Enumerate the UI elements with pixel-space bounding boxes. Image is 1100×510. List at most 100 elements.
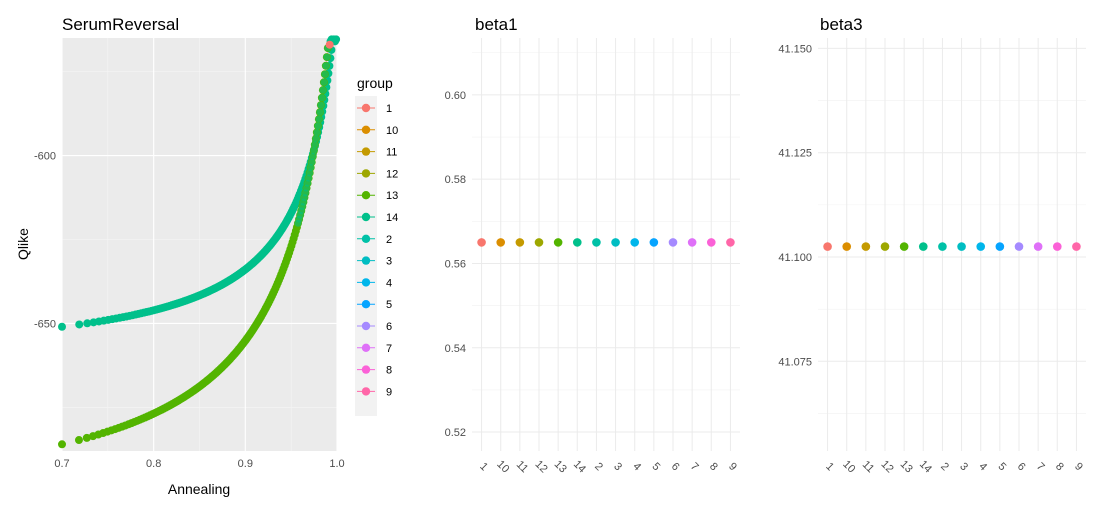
- legend-key-point: [361, 300, 371, 309]
- x-tick-label: 8: [707, 460, 720, 473]
- legend-key-point: [361, 234, 371, 243]
- legend-key-background: [355, 96, 377, 416]
- x-tick-label: 14: [571, 458, 588, 475]
- data-point: [976, 242, 986, 251]
- data-points: [58, 35, 341, 449]
- x-tick-label: 3: [611, 460, 624, 473]
- x-tick-label: 5: [650, 460, 663, 473]
- x-tick-label: 7: [688, 460, 701, 473]
- data-point: [332, 35, 341, 44]
- data-point: [58, 440, 66, 449]
- data-point: [823, 242, 832, 251]
- x-tick-label: 12: [533, 458, 550, 475]
- legend-key-point: [361, 278, 371, 287]
- legend-key-point: [361, 365, 371, 374]
- x-tick-label: 13: [898, 458, 915, 475]
- x-tick-label: 14: [917, 458, 934, 475]
- data-point: [314, 122, 322, 130]
- x-tick-label: 13: [552, 458, 569, 475]
- data-point: [75, 320, 84, 329]
- legend-label: 11: [386, 147, 397, 159]
- x-tick-label: 5: [996, 460, 1009, 473]
- y-axis-title: Qlike: [15, 228, 31, 260]
- data-points: [477, 238, 735, 247]
- data-point: [861, 242, 871, 251]
- y-tick-label: 41.150: [778, 43, 812, 55]
- y-tick-label: 0.60: [445, 90, 466, 102]
- y-tick-label: 41.125: [778, 148, 812, 160]
- x-tick-label: 11: [860, 459, 877, 476]
- data-point: [477, 238, 486, 247]
- plot-background: [818, 38, 1086, 451]
- chart-title: SerumReversal: [62, 15, 179, 34]
- data-point: [630, 238, 640, 247]
- data-point: [83, 319, 92, 328]
- data-point: [1052, 242, 1062, 251]
- chart-title: beta1: [475, 15, 518, 34]
- grid-lines: [472, 38, 740, 451]
- data-point: [321, 70, 329, 78]
- y-tick-label: 0.52: [445, 427, 466, 439]
- legend-label: 14: [386, 212, 398, 224]
- legend-key-point: [361, 343, 371, 352]
- data-point: [592, 238, 601, 247]
- data-point: [649, 238, 659, 247]
- x-tick-label: 0.9: [238, 458, 253, 470]
- panel-beta1: 0.520.540.560.580.601 10 11 12 13 14 2 3 4 5 6 7 8 9 …: [445, 15, 740, 475]
- x-tick-label: 1: [823, 460, 836, 473]
- x-tick-label: 9: [1072, 460, 1085, 473]
- data-point: [308, 158, 316, 166]
- legend-key-point: [361, 125, 371, 134]
- data-point: [320, 78, 328, 86]
- legend: group 1 10 11 12 13 14 2 3 4 5 6 7 8 9: [355, 75, 398, 416]
- legend-key-point: [361, 169, 371, 178]
- x-tick-label: 11: [514, 459, 531, 476]
- data-point: [938, 242, 947, 251]
- data-point: [515, 238, 525, 247]
- data-point: [1072, 242, 1081, 251]
- data-point: [496, 238, 506, 247]
- data-point: [687, 238, 697, 247]
- legend-label: 5: [386, 299, 392, 311]
- data-point: [611, 238, 620, 247]
- legend-label: 6: [386, 321, 392, 333]
- x-tick-label: 2: [938, 460, 951, 473]
- y-tick-label: -650: [34, 318, 56, 330]
- tick-labels: 0.7 0.8 0.9 1.0 -650 -600: [34, 151, 345, 470]
- x-tick-label: 10: [840, 458, 857, 475]
- x-tick-label: 0.7: [54, 458, 69, 470]
- legend-label: 13: [386, 190, 398, 202]
- data-point: [842, 242, 852, 251]
- legend-label: 9: [386, 386, 392, 398]
- data-point: [880, 242, 890, 251]
- x-tick-label: 4: [630, 460, 643, 473]
- x-tick-label: 7: [1034, 460, 1047, 473]
- data-point: [572, 238, 582, 247]
- data-point: [311, 141, 319, 149]
- x-tick-label: 9: [726, 460, 739, 473]
- x-tick-label: 0.8: [146, 458, 161, 470]
- data-point: [323, 53, 331, 61]
- y-tick-label: 0.54: [445, 343, 466, 355]
- x-tick-label: 12: [879, 458, 896, 475]
- x-tick-label: 6: [1015, 460, 1028, 473]
- data-point: [313, 128, 321, 136]
- panel-beta3: 41.075 41.100 41.125 41.150 1 10 11 12 13 14 2 3 4 5 6…: [778, 15, 1086, 475]
- legend-title: group: [357, 75, 393, 91]
- plot-background: [470, 38, 740, 451]
- legend-label: 7: [386, 343, 392, 355]
- x-tick-label: 6: [669, 460, 682, 473]
- data-point: [668, 238, 678, 247]
- legend-label: 4: [386, 277, 392, 289]
- data-point: [310, 147, 318, 155]
- data-point: [706, 238, 716, 247]
- legend-items: 1 10 11 12 13 14 2 3 4 5 6 7 8 9: [355, 96, 398, 416]
- legend-key-point: [361, 321, 371, 331]
- data-point: [553, 238, 563, 247]
- x-tick-label: 10: [494, 458, 511, 475]
- data-point: [74, 436, 83, 445]
- data-point: [306, 169, 314, 177]
- data-point: [319, 86, 327, 94]
- data-point: [82, 433, 91, 442]
